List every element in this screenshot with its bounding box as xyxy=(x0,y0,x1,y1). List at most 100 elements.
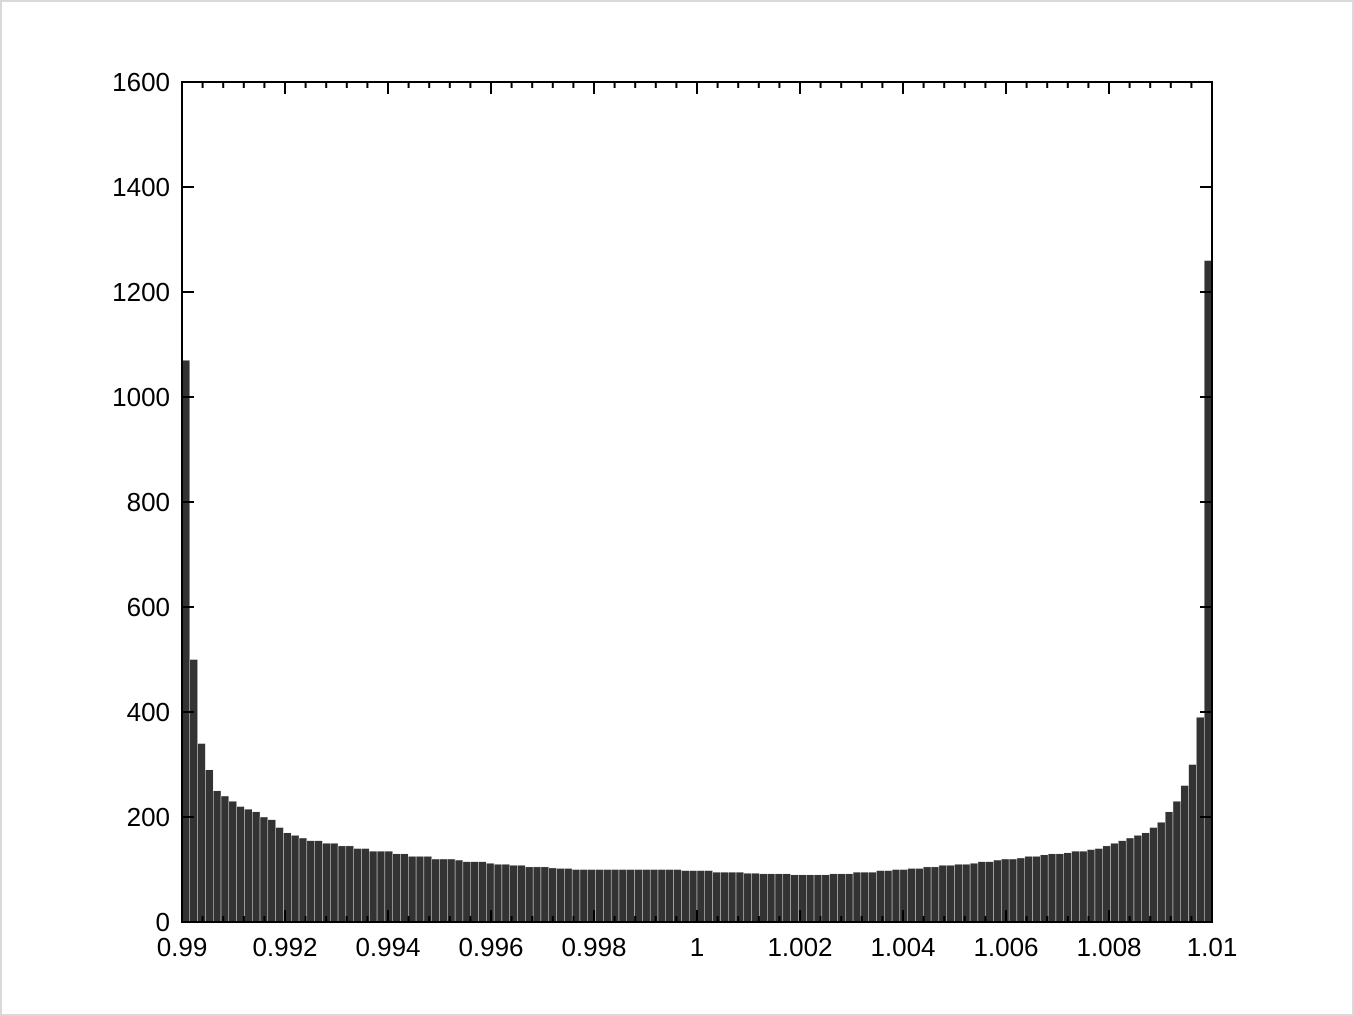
x-tick-label: 0.996 xyxy=(458,932,523,962)
histogram-bar xyxy=(557,868,565,922)
histogram-bar xyxy=(1118,841,1126,922)
histogram-bar xyxy=(1157,822,1165,922)
histogram-bar xyxy=(744,873,752,922)
histogram-bar xyxy=(635,870,643,923)
histogram-bar xyxy=(955,864,963,922)
histogram-bar xyxy=(767,874,775,922)
histogram-bar xyxy=(596,870,604,923)
histogram-bar xyxy=(1095,849,1103,923)
histogram-bar xyxy=(1204,261,1212,923)
histogram-bar xyxy=(775,874,783,922)
x-tick-label: 1.004 xyxy=(870,932,935,962)
histogram-bar xyxy=(424,856,432,922)
histogram-bar xyxy=(689,871,697,922)
histogram-bar xyxy=(892,870,900,923)
histogram-bar xyxy=(619,870,627,923)
histogram-bar xyxy=(1196,717,1204,922)
histogram-bar xyxy=(346,846,354,922)
histogram-bar xyxy=(1064,853,1072,922)
histogram-bar xyxy=(369,851,377,922)
histogram-bar xyxy=(291,835,299,922)
histogram-bar xyxy=(603,870,611,923)
histogram-bar xyxy=(510,865,518,922)
figure-frame: 020040060080010001200140016000.990.9920.… xyxy=(0,0,1354,1016)
histogram-bar xyxy=(915,868,923,922)
histogram-bar xyxy=(1040,855,1048,922)
histogram-bar xyxy=(853,872,861,922)
x-tick-label: 1.006 xyxy=(973,932,1038,962)
histogram-bar xyxy=(1189,765,1197,923)
histogram-bar xyxy=(354,849,362,923)
histogram-bar xyxy=(1017,858,1025,922)
histogram-bar xyxy=(564,868,572,922)
histogram-svg: 020040060080010001200140016000.990.9920.… xyxy=(52,32,1252,982)
histogram-bar xyxy=(1033,856,1041,922)
x-tick-label: 0.998 xyxy=(561,932,626,962)
histogram-bar xyxy=(837,874,845,922)
histogram-bar xyxy=(268,820,276,922)
histogram-bar xyxy=(869,872,877,922)
histogram-bar xyxy=(1079,851,1087,922)
histogram-bar xyxy=(939,865,947,922)
histogram-bar xyxy=(580,870,588,923)
y-tick-label: 1200 xyxy=(112,277,170,307)
histogram-bar xyxy=(244,809,252,922)
histogram-bar xyxy=(728,872,736,922)
histogram-bar xyxy=(400,854,408,922)
y-tick-label: 1600 xyxy=(112,67,170,97)
histogram-bar xyxy=(642,870,650,923)
histogram-bar xyxy=(611,870,619,923)
histogram-bar xyxy=(666,870,674,923)
histogram-bar xyxy=(416,856,424,922)
histogram-bar xyxy=(276,828,284,923)
histogram-bar xyxy=(549,868,557,922)
histogram-bar xyxy=(494,864,502,922)
histogram-bar xyxy=(322,843,330,922)
histogram-bar xyxy=(845,874,853,922)
histogram-bar xyxy=(440,859,448,922)
histogram-bar xyxy=(814,875,822,922)
histogram-bar xyxy=(759,874,767,922)
histogram-bar xyxy=(330,843,338,922)
histogram-bar xyxy=(1072,851,1080,922)
histogram-bar xyxy=(752,873,760,922)
histogram-bar xyxy=(791,875,799,922)
histogram-bar xyxy=(315,841,323,922)
histogram-bar xyxy=(720,872,728,922)
histogram-bar xyxy=(377,851,385,922)
histogram-bar xyxy=(1056,854,1064,922)
y-tick-label: 1000 xyxy=(112,382,170,412)
x-tick-label: 1 xyxy=(690,932,704,962)
histogram-bar xyxy=(876,871,884,922)
histogram-bar xyxy=(213,791,221,922)
histogram-bar xyxy=(970,863,978,922)
histogram-bar xyxy=(283,833,291,922)
histogram-bar xyxy=(697,871,705,922)
histogram-bar xyxy=(1173,801,1181,922)
histogram-bar xyxy=(658,870,666,923)
y-tick-label: 1400 xyxy=(112,172,170,202)
x-tick-label: 0.992 xyxy=(252,932,317,962)
histogram-bar xyxy=(627,870,635,923)
histogram-chart: 020040060080010001200140016000.990.9920.… xyxy=(52,32,1302,984)
histogram-bar xyxy=(1111,843,1119,922)
histogram-bar xyxy=(650,870,658,923)
histogram-bar xyxy=(1142,833,1150,922)
histogram-bar xyxy=(338,846,346,922)
histogram-bar xyxy=(705,871,713,922)
histogram-bar xyxy=(923,867,931,922)
y-tick-label: 600 xyxy=(127,592,170,622)
histogram-bar xyxy=(229,801,237,922)
histogram-bar xyxy=(182,360,190,922)
histogram-bar xyxy=(713,872,721,922)
histogram-bar xyxy=(471,862,479,922)
x-tick-label: 1.01 xyxy=(1187,932,1238,962)
histogram-bar xyxy=(1087,850,1095,922)
histogram-bar xyxy=(986,862,994,922)
histogram-bar xyxy=(463,862,471,922)
histogram-bar xyxy=(736,872,744,922)
histogram-bar xyxy=(541,867,549,922)
histogram-bar xyxy=(1025,856,1033,922)
histogram-bar xyxy=(252,812,260,922)
histogram-bar xyxy=(1150,828,1158,923)
